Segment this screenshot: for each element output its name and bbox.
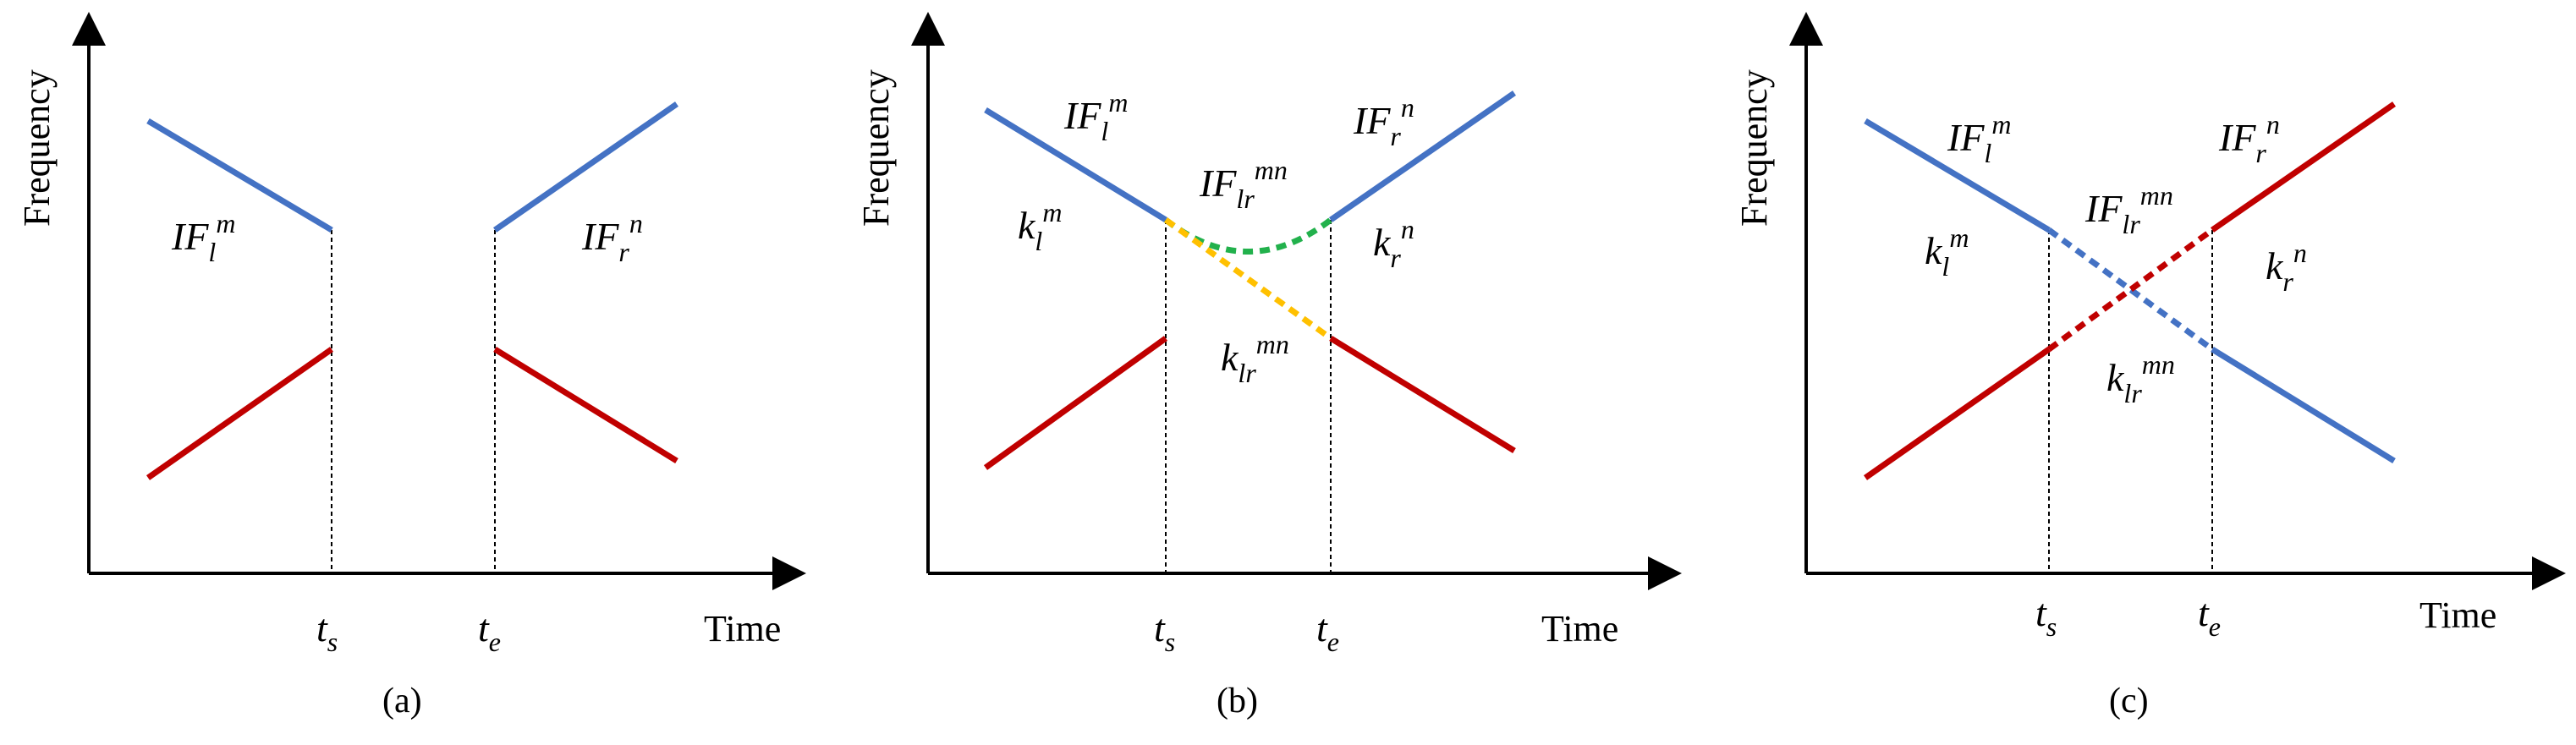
- panel-b-blue-right-line: [1329, 90, 1516, 222]
- panel-c-caption: (c): [2109, 682, 2149, 720]
- panel-c-k-right-label: krn: [2266, 238, 2307, 297]
- panel-c-te-label: te: [2198, 591, 2221, 642]
- panel-c-red-left-line: [1863, 347, 2051, 480]
- panel-b-x-axis-label: Time: [1541, 608, 1618, 649]
- panel-b-blue-left-line: [984, 107, 1167, 222]
- panel-a: Frequency Time IFlm IFrn ts te (a): [16, 12, 806, 720]
- panel-a-te-label: te: [478, 606, 501, 657]
- panel-c-k-left-label: klm: [1925, 222, 1969, 282]
- panel-c-blue-left-line: [1864, 118, 2051, 233]
- panel-c-x-axis-label: Time: [2419, 594, 2496, 636]
- panel-a-caption: (a): [382, 682, 422, 720]
- panel-b-if-right-label: IFrn: [1353, 92, 1414, 151]
- panel-c-if-left-label: IFlm: [1947, 109, 2011, 168]
- panel-b-if-left-label: IFlm: [1063, 87, 1128, 146]
- panel-a-y-axis-label: Frequency: [16, 69, 58, 227]
- panel-c-y-axis-label: Frequency: [1733, 69, 1775, 227]
- panel-b-green-dashed-curve: [1163, 217, 1333, 255]
- panel-c-if-right-label: IFrn: [2218, 109, 2280, 168]
- panel-c-blue-right-line: [2211, 347, 2396, 463]
- panel-b: Frequency Time IFlm IFrn IFlrmn klm krn …: [855, 12, 1682, 720]
- panel-a-x-axis-label: Time: [704, 608, 781, 649]
- panel-b-k-mid-label: klrmn: [1221, 329, 1289, 388]
- panel-c: Frequency Time IFlm IFrn IFlrmn klm krn …: [1733, 12, 2566, 720]
- panel-b-k-left-label: klm: [1018, 197, 1062, 256]
- panel-a-ts-label: ts: [316, 606, 338, 657]
- panel-c-red-right-line: [2211, 101, 2396, 233]
- panel-b-red-left-line: [983, 336, 1168, 470]
- panel-b-red-right-line: [1329, 336, 1516, 453]
- panel-a-red-right-line: [493, 347, 678, 463]
- panel-b-if-mid-label: IFlrmn: [1199, 155, 1288, 214]
- panel-c-ts-label: ts: [2035, 591, 2057, 642]
- panel-a-if-left-label: IFlm: [171, 208, 235, 267]
- panel-b-k-right-label: krn: [1373, 214, 1414, 273]
- panel-b-orange-dashed-line: [1163, 217, 1333, 341]
- panel-a-blue-right-line: [493, 101, 678, 233]
- panel-c-if-mid-label: IFlrmn: [2084, 180, 2173, 239]
- panel-a-if-right-label: IFrn: [581, 208, 643, 267]
- panel-b-ts-label: ts: [1154, 606, 1175, 657]
- panel-a-blue-left-line: [146, 118, 333, 233]
- panel-b-y-axis-label: Frequency: [855, 69, 897, 227]
- panel-c-k-mid-label: klrmn: [2106, 349, 2175, 408]
- panel-a-red-left-line: [146, 347, 334, 480]
- panel-b-te-label: te: [1316, 606, 1339, 657]
- panel-b-caption: (b): [1217, 682, 1258, 720]
